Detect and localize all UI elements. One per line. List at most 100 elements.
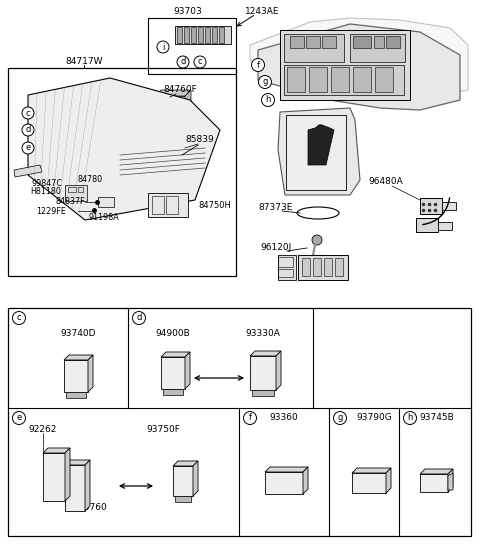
Polygon shape: [193, 461, 198, 496]
Bar: [191, 27, 196, 43]
Text: 96480A: 96480A: [369, 177, 403, 187]
Bar: [268, 475, 300, 491]
Text: 93745B: 93745B: [420, 413, 455, 423]
Bar: [322, 36, 336, 48]
Polygon shape: [66, 392, 86, 398]
Text: c: c: [198, 58, 202, 66]
Polygon shape: [163, 389, 183, 395]
Circle shape: [12, 312, 25, 325]
Circle shape: [12, 411, 25, 424]
Text: 91198A: 91198A: [89, 213, 120, 221]
Text: h: h: [265, 96, 271, 104]
Text: 84750H: 84750H: [198, 201, 231, 211]
Polygon shape: [303, 467, 308, 494]
Bar: [177, 27, 182, 43]
Bar: [65, 185, 87, 201]
Bar: [442, 202, 456, 210]
Bar: [148, 193, 188, 217]
Bar: [258, 370, 268, 378]
Polygon shape: [43, 448, 70, 453]
Text: 93703: 93703: [174, 7, 203, 15]
Bar: [184, 27, 189, 43]
Bar: [152, 196, 164, 214]
Bar: [438, 222, 452, 230]
Polygon shape: [308, 125, 334, 165]
Polygon shape: [250, 18, 468, 100]
Circle shape: [262, 94, 275, 107]
Polygon shape: [161, 352, 190, 357]
Polygon shape: [43, 453, 65, 501]
Circle shape: [157, 41, 169, 53]
Bar: [98, 197, 114, 207]
Bar: [280, 30, 410, 100]
Circle shape: [177, 56, 189, 68]
Text: 99847C: 99847C: [32, 178, 63, 188]
Text: 93750F: 93750F: [146, 425, 180, 435]
Text: g: g: [337, 413, 343, 423]
Polygon shape: [65, 465, 85, 511]
Bar: [313, 258, 321, 276]
Text: H81180: H81180: [30, 188, 61, 196]
Bar: [166, 196, 178, 214]
Bar: [205, 27, 210, 43]
Circle shape: [194, 56, 206, 68]
Polygon shape: [173, 461, 198, 466]
Polygon shape: [276, 351, 281, 390]
Bar: [290, 36, 304, 48]
Text: 93760: 93760: [79, 504, 108, 512]
Polygon shape: [278, 108, 360, 195]
Polygon shape: [185, 90, 191, 110]
Polygon shape: [64, 360, 88, 392]
Polygon shape: [28, 78, 220, 220]
Text: d: d: [25, 126, 31, 134]
Bar: [350, 34, 405, 62]
Bar: [331, 67, 349, 92]
Text: 96120J: 96120J: [260, 244, 292, 252]
Text: f: f: [256, 60, 260, 70]
Text: d: d: [136, 313, 142, 323]
Text: g: g: [262, 77, 268, 86]
Circle shape: [22, 107, 34, 119]
Bar: [8, 308, 471, 536]
Polygon shape: [317, 125, 323, 155]
Circle shape: [334, 411, 347, 424]
Text: 94900B: 94900B: [156, 329, 191, 337]
Text: i: i: [162, 42, 164, 52]
Circle shape: [312, 235, 322, 245]
Bar: [423, 477, 445, 489]
Bar: [374, 36, 384, 48]
Polygon shape: [14, 165, 42, 177]
Polygon shape: [65, 460, 90, 465]
Bar: [420, 198, 442, 214]
Circle shape: [22, 124, 34, 136]
Text: 1243AE: 1243AE: [245, 7, 279, 15]
Bar: [416, 218, 438, 232]
Circle shape: [22, 142, 34, 154]
Bar: [298, 255, 348, 280]
Text: 93330A: 93330A: [246, 329, 280, 337]
Circle shape: [404, 411, 417, 424]
Bar: [278, 255, 296, 280]
Polygon shape: [448, 469, 453, 492]
Circle shape: [259, 76, 272, 89]
Bar: [198, 27, 203, 43]
Bar: [309, 67, 327, 92]
Polygon shape: [85, 460, 90, 511]
Text: 93790G: 93790G: [356, 413, 392, 423]
Polygon shape: [155, 96, 185, 110]
Bar: [284, 65, 404, 95]
Polygon shape: [185, 352, 190, 389]
Polygon shape: [258, 24, 460, 110]
Bar: [212, 27, 217, 43]
Polygon shape: [352, 473, 386, 493]
Text: e: e: [25, 144, 31, 152]
Polygon shape: [175, 496, 191, 502]
Polygon shape: [155, 90, 191, 96]
Bar: [353, 67, 371, 92]
Bar: [324, 258, 332, 276]
Bar: [68, 187, 76, 192]
Bar: [287, 67, 305, 92]
Text: c: c: [26, 108, 30, 118]
Polygon shape: [250, 351, 281, 356]
Text: 85839: 85839: [186, 135, 215, 145]
